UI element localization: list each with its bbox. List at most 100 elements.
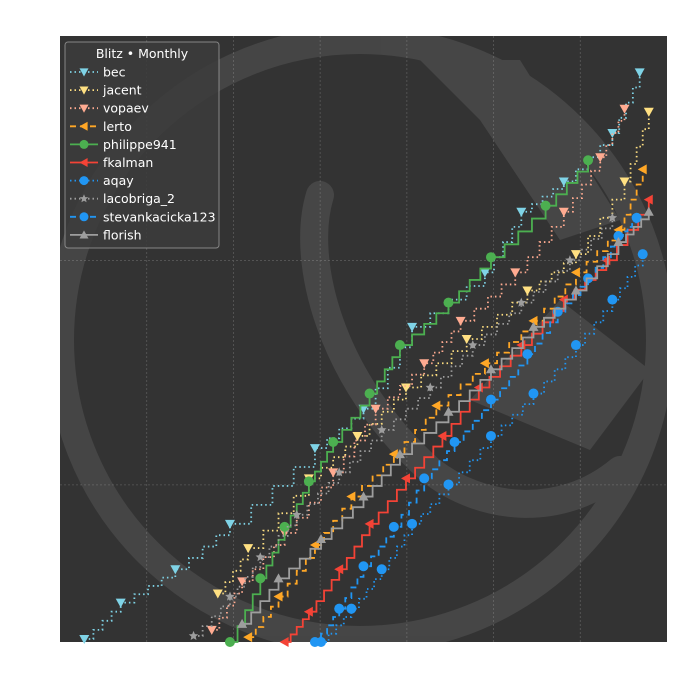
data-point-fkalman (437, 430, 447, 441)
data-point-lacobriga_2 (188, 630, 199, 640)
data-point-aqay (443, 479, 454, 490)
legend-item-aqay: aqay (70, 173, 134, 188)
legend-label: vopaev (103, 101, 149, 116)
data-point-jacent (522, 286, 533, 296)
data-point-philippe941 (583, 155, 594, 166)
data-point-aqay (637, 249, 648, 260)
data-point-aqay (607, 294, 618, 305)
data-point-stevankacicka123 (309, 637, 320, 647)
data-point-lerto (637, 164, 647, 175)
data-point-lacobriga_2 (334, 467, 344, 477)
data-point-bec (170, 565, 181, 575)
data-point-lacobriga_2 (516, 297, 527, 307)
series-florish (237, 206, 654, 628)
data-point-bec (115, 598, 126, 608)
data-point-stevankacicka123 (388, 521, 399, 532)
series-line-lerto (248, 169, 644, 639)
data-point-philippe941 (224, 637, 235, 647)
legend-swatch-marker (79, 212, 89, 222)
data-point-vopaev (237, 577, 248, 587)
data-point-lacobriga_2 (425, 382, 435, 392)
data-point-florish (485, 364, 496, 374)
legend-title: Blitz • Monthly (96, 46, 189, 61)
legend-label: lacobriga_2 (103, 191, 175, 206)
series-aqay (316, 249, 648, 647)
data-point-vopaev (328, 468, 339, 478)
data-point-philippe941 (328, 437, 339, 448)
data-point-vopaev (419, 359, 430, 369)
data-point-lerto (388, 449, 398, 460)
legend-item-philippe941: philippe941 (70, 137, 177, 152)
data-point-lacobriga_2 (377, 424, 387, 434)
data-point-lacobriga_2 (565, 255, 575, 265)
legend-label: lerto (103, 119, 132, 134)
data-point-jacent (643, 107, 654, 117)
data-point-lerto (570, 267, 580, 278)
data-point-lerto (273, 591, 283, 602)
data-point-aqay (346, 603, 357, 614)
legend-swatch-marker (79, 158, 88, 167)
data-point-aqay (485, 430, 496, 441)
legend-swatch-marker (79, 176, 89, 186)
data-point-jacent (243, 544, 254, 554)
data-point-florish (316, 533, 327, 543)
data-point-lerto (479, 358, 489, 369)
series-jacent (212, 107, 654, 599)
legend-item-jacent: jacent (70, 83, 142, 98)
data-point-stevankacicka123 (419, 473, 430, 484)
data-point-stevankacicka123 (631, 212, 642, 223)
series-line-jacent (217, 111, 650, 595)
data-point-vopaev (619, 104, 630, 114)
data-point-florish (613, 237, 624, 247)
legend-swatch-marker (79, 86, 89, 95)
legend-label: fkalman (103, 155, 153, 170)
data-point-jacent (212, 589, 223, 599)
data-point-lacobriga_2 (468, 340, 478, 350)
data-point-lerto (346, 491, 356, 502)
data-point-lacobriga_2 (255, 552, 266, 562)
data-point-bec (558, 177, 569, 187)
legend-items: bec jacent vopaev lerto philippe941 fkalman aq… (70, 65, 216, 242)
data-point-lacobriga_2 (292, 509, 302, 519)
data-point-aqay (407, 518, 418, 529)
series-philippe941 (224, 155, 594, 647)
legend-label: florish (103, 227, 142, 242)
legend-label: philippe941 (103, 137, 177, 152)
data-point-vopaev (510, 268, 521, 278)
legend-swatch-marker (79, 104, 89, 113)
data-point-lerto (431, 400, 441, 411)
data-point-philippe941 (303, 476, 314, 487)
data-point-lacobriga_2 (225, 591, 235, 601)
data-point-philippe941 (485, 252, 496, 263)
legend: Blitz • Monthly bec jacent vopaev lerto phil… (64, 41, 220, 249)
data-point-philippe941 (364, 388, 375, 399)
data-point-aqay (376, 564, 387, 575)
data-point-jacent (352, 431, 363, 441)
data-point-fkalman (364, 518, 374, 529)
data-point-florish (273, 573, 284, 583)
data-point-florish (443, 406, 454, 416)
data-point-florish (643, 206, 654, 216)
data-point-bec (79, 634, 90, 644)
data-point-bec (309, 444, 320, 454)
data-point-bec (634, 68, 645, 78)
legend-item-bec: bec (70, 65, 126, 80)
legend-swatch-marker (79, 194, 89, 203)
data-point-philippe941 (394, 340, 405, 351)
data-point-philippe941 (540, 200, 551, 211)
legend-label: aqay (103, 173, 134, 188)
legend-item-fkalman: fkalman (70, 155, 153, 170)
legend-item-lerto: lerto (70, 119, 132, 134)
data-point-fkalman (303, 606, 313, 617)
data-point-florish (237, 618, 248, 628)
legend-box (64, 41, 220, 249)
data-point-lerto (243, 632, 253, 643)
legend-swatch-marker (79, 230, 89, 239)
data-point-bec (224, 519, 235, 529)
legend-swatch-marker (79, 139, 89, 149)
data-point-stevankacicka123 (358, 561, 369, 572)
data-point-fkalman (400, 473, 410, 484)
data-point-jacent (619, 177, 630, 187)
data-point-stevankacicka123 (613, 230, 624, 241)
data-point-stevankacicka123 (485, 394, 496, 405)
